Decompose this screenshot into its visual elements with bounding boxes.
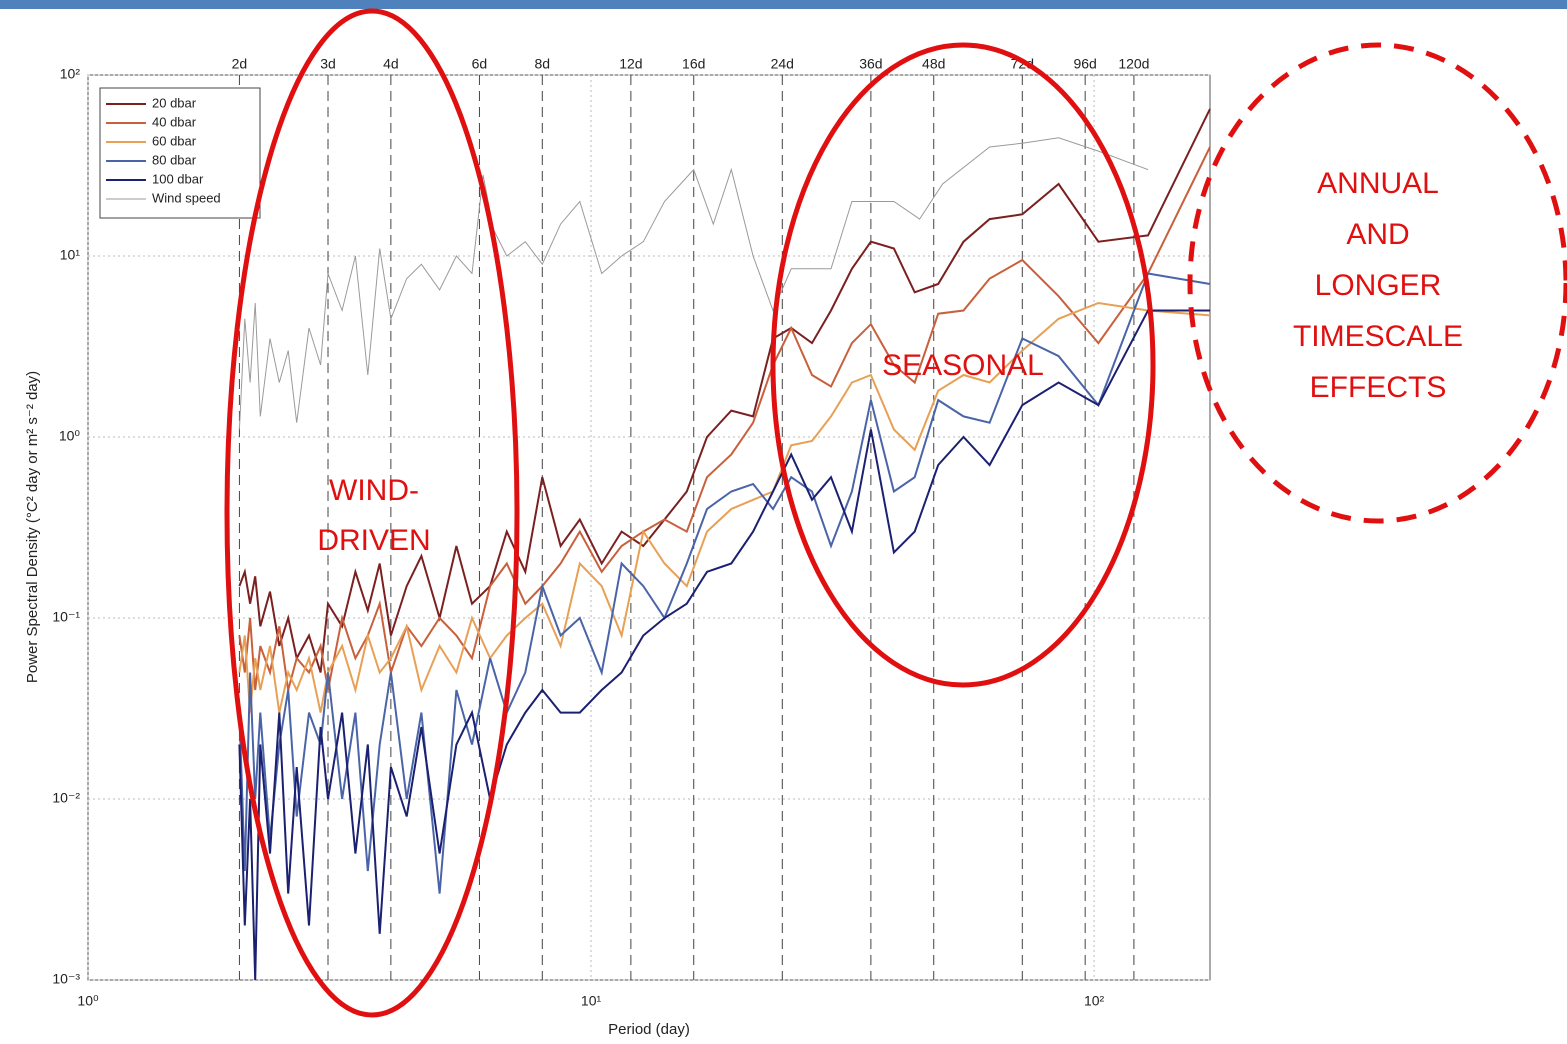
legend-label: 40 dbar bbox=[152, 114, 197, 129]
annotation: WIND- bbox=[329, 474, 419, 507]
period-tick-label: 48d bbox=[922, 56, 945, 72]
legend-label: 80 dbar bbox=[152, 152, 197, 167]
legend: 20 dbar 40 dbar 60 dbar 80 dbar 100 dbar Wind… bbox=[106, 95, 221, 205]
annotations: WIND- DRIVEN SEASONAL ANNUAL AND LONGER TIMESC… bbox=[317, 167, 1463, 557]
period-tick-label: 36d bbox=[859, 56, 882, 72]
x-tick-label: 10² bbox=[1084, 993, 1105, 1009]
y-tick-label: 10⁻² bbox=[52, 790, 80, 806]
legend-label: Wind speed bbox=[152, 190, 221, 205]
wind-driven-ellipse bbox=[224, 8, 520, 1018]
legend-box bbox=[99, 87, 261, 219]
annotation: EFFECTS bbox=[1310, 371, 1447, 404]
y-tick-label: 10² bbox=[60, 66, 81, 82]
period-tick-label: 120d bbox=[1118, 56, 1149, 72]
period-tick-label: 2d bbox=[232, 56, 248, 72]
annotation: SEASONAL bbox=[882, 349, 1044, 382]
series-line bbox=[238, 146, 1211, 691]
annual-ellipse bbox=[1187, 42, 1567, 524]
series-line bbox=[238, 108, 1211, 673]
seasonal-ellipse bbox=[770, 42, 1156, 688]
period-tick-label: 16d bbox=[682, 56, 705, 72]
legend-label: 100 dbar bbox=[152, 171, 204, 186]
y-tick-label: 10⁻¹ bbox=[52, 609, 80, 625]
legend-label: 20 dbar bbox=[152, 95, 197, 110]
annotation: DRIVEN bbox=[317, 524, 430, 557]
period-tick-label: 6d bbox=[472, 56, 488, 72]
x-tick-label: 10⁰ bbox=[77, 993, 99, 1009]
period-tick-label: 12d bbox=[619, 56, 642, 72]
series-line bbox=[238, 272, 1211, 894]
plot: 10⁻³ 10⁻² 10⁻¹ 10⁰ 10¹ 10² 10⁰ 10¹ 10² 2d 3d 4d 6d 8d… bbox=[52, 56, 1211, 1009]
period-tick-label: 24d bbox=[771, 56, 794, 72]
x-tick-label: 10¹ bbox=[581, 993, 602, 1009]
annotation: ANNUAL bbox=[1317, 167, 1439, 200]
annotation: TIMESCALE bbox=[1293, 320, 1463, 353]
header-bar bbox=[0, 0, 1567, 9]
annotation: AND bbox=[1346, 218, 1409, 251]
y-tick-label: 10⁻³ bbox=[52, 971, 80, 987]
period-tick-label: 8d bbox=[534, 56, 550, 72]
series-line bbox=[238, 309, 1210, 981]
legend-label: 60 dbar bbox=[152, 133, 197, 148]
period-tick-label: 4d bbox=[383, 56, 399, 72]
y-axis-label: Power Spectral Density (°C² day or m² s⁻… bbox=[24, 371, 41, 683]
y-tick-label: 10⁰ bbox=[59, 428, 81, 444]
series-line bbox=[238, 301, 1211, 713]
period-tick-label: 96d bbox=[1073, 56, 1096, 72]
y-tick-label: 10¹ bbox=[60, 247, 81, 263]
annotation: LONGER bbox=[1315, 269, 1442, 302]
x-axis-label: Period (day) bbox=[608, 1021, 690, 1038]
period-tick-label: 3d bbox=[320, 56, 336, 72]
series-line bbox=[238, 137, 1149, 430]
